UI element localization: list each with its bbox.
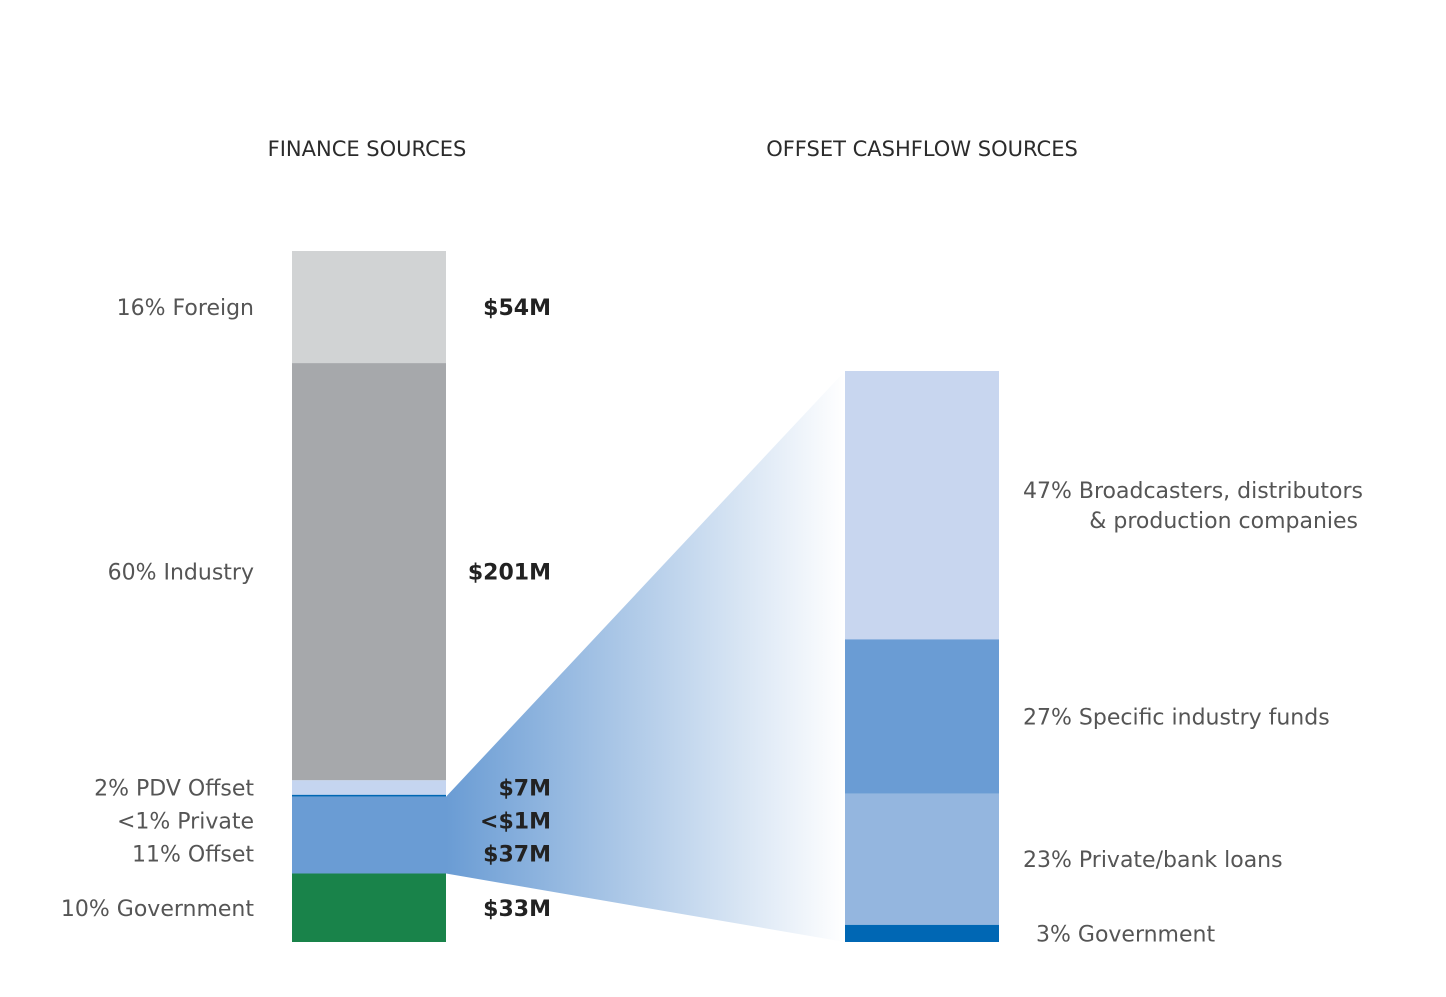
segment-value-10-government: $33M (483, 897, 551, 922)
segment-label-2-pdv-offset: 2% PDV Offset (94, 777, 254, 802)
segment-value-11-offset: $37M (483, 843, 551, 868)
bar-segment-60-industry (292, 363, 446, 781)
segment-label-10-government: 10% Government (61, 897, 254, 922)
segment-label-production-companies: & production companies (1089, 509, 1358, 534)
segment-value-60-industry: $201M (468, 561, 551, 586)
segment-label-23-private-bank-loans: 23% Private/bank loans (1023, 848, 1283, 873)
finance-sources-bar: 16% Foreign $54M 60% Industry $201M 2% PDV O… (61, 251, 551, 942)
segment-label-3-government: 3% Government (1036, 922, 1215, 947)
segment-label-60-industry: 60% Industry (108, 561, 254, 586)
bar-segment-27-specific-industry-funds (845, 639, 999, 794)
finance-sources-title: FINANCE SOURCES (268, 137, 467, 161)
offset-cashflow-title: OFFSET CASHFLOW SOURCES (766, 137, 1078, 161)
bar-segment-16-foreign (292, 251, 446, 364)
segment-label-11-offset: 11% Offset (132, 843, 254, 868)
bar-segment-2-pdv-offset (292, 780, 446, 795)
bar-segment-11-offset (292, 796, 446, 874)
bar-segment-1-private (292, 794, 446, 797)
bar-segment-10-government (292, 873, 446, 942)
segment-label-27-specific-industry-funds: 27% Specific industry funds (1023, 705, 1330, 730)
offset-connector-wedge (446, 371, 845, 942)
segment-label-47-broadcasters-distributors: 47% Broadcasters, distributors (1023, 479, 1363, 504)
segment-label-16-foreign: 16% Foreign (117, 296, 254, 321)
segment-label-1-private: <1% Private (117, 810, 254, 835)
segment-value-16-foreign: $54M (483, 296, 551, 321)
bar-segment-23-private-bank-loans (845, 793, 999, 925)
bar-segment-47-broadcasters-distributors (845, 371, 999, 640)
connector-layer (446, 371, 845, 942)
bar-segment-3-government (845, 924, 999, 942)
segment-value-2-pdv-offset: $7M (498, 777, 551, 802)
segment-value-1-private: <$1M (480, 810, 551, 835)
offset-cashflow-bar: 47% Broadcasters, distributors & producti… (845, 371, 1363, 947)
